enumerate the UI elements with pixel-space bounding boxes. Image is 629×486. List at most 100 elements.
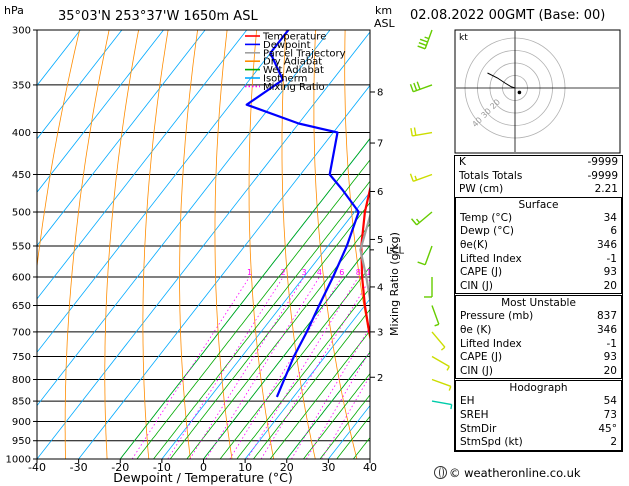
- temperature-tick-label: -30: [70, 461, 88, 474]
- temperature-tick-label: 30: [321, 461, 335, 474]
- temperature-tick-label: 0: [200, 461, 207, 474]
- mixing-ratio-label: 1: [247, 268, 252, 277]
- asl-label: ASL: [374, 17, 396, 30]
- wind-barb-flag: [413, 82, 418, 91]
- row-value: 20: [603, 364, 617, 377]
- wet-adiabat-line: [186, 223, 370, 459]
- hodograph-unit: kt: [459, 33, 468, 43]
- isotherm-line: [37, 30, 164, 193]
- row-label: StmDir: [460, 422, 497, 435]
- legend-label: Isotherm: [263, 74, 307, 85]
- pressure-tick-label: 700: [12, 327, 31, 338]
- wind-barb-flag: [419, 38, 428, 43]
- wind-barb-flag: [417, 45, 426, 50]
- wind-barb-staff: [424, 29, 433, 50]
- wet-adiabat-line: [203, 244, 370, 459]
- wet-adiabat-line: [169, 202, 370, 459]
- wet-adiabat-line: [119, 137, 370, 459]
- altitude-tick-label: 5: [377, 235, 383, 246]
- row-value: 54: [603, 395, 617, 408]
- row-value: 34: [603, 211, 617, 224]
- wind-barb-staff: [431, 400, 452, 406]
- wind-barb-flag: [416, 218, 420, 224]
- wind-barb-staff: [431, 378, 452, 387]
- row-value: 346: [596, 323, 617, 336]
- table-row: SREH 73: [456, 409, 621, 423]
- mixing-ratio-line: [131, 276, 250, 459]
- pressure-tick-label: 800: [12, 375, 31, 386]
- temperature-tick-label: -10: [153, 461, 171, 474]
- row-label: SREH: [460, 408, 489, 421]
- mixing-ratio-line: [246, 276, 359, 459]
- row-label: Dewp (°C): [460, 225, 514, 238]
- table-row: StmSpd (kt) 2: [456, 436, 621, 450]
- hodograph-frame: [454, 29, 621, 154]
- temperature-tick-label: 40: [363, 461, 377, 474]
- wet-adiabat-line: [303, 372, 370, 459]
- table-row: CIN (J) 20: [456, 280, 621, 294]
- x-axis-label: Dewpoint / Temperature (°C): [113, 470, 292, 485]
- table-row: CAPE (J) 93: [456, 266, 621, 280]
- wind-barb-staff: [431, 355, 450, 368]
- temperature-tick-label: -20: [111, 461, 129, 474]
- pressure-tick-label: 400: [12, 128, 31, 139]
- pressure-tick-label: 950: [12, 436, 31, 447]
- wind-barb-flag: [414, 175, 418, 181]
- wet-adiabat-line: [253, 308, 370, 459]
- wind-barb-flag: [409, 173, 414, 182]
- wet-adiabat-line: [286, 351, 370, 459]
- wind-barb: [431, 331, 446, 351]
- pressure-tick-label: 900: [12, 417, 31, 428]
- dry-adiabat-line: [64, 30, 110, 459]
- legend-label: Temperature: [262, 32, 326, 43]
- row-label: PW (cm): [459, 183, 504, 196]
- altitude-tick-label: 7: [377, 139, 383, 150]
- wind-barb-flag: [440, 346, 446, 351]
- isotherm-line: [37, 30, 248, 300]
- legend-label: Mixing Ratio: [263, 82, 325, 93]
- table-row: EH 54: [456, 395, 621, 409]
- mixing-ratio-line: [260, 278, 370, 459]
- altitude-tick-label: 6: [377, 187, 383, 198]
- dry-adiabat-line: [214, 30, 233, 459]
- indices-panel: K -9999 Totals Totals -9999 PW (cm) 2.21 Surf…: [454, 155, 623, 452]
- km-label: km: [375, 4, 392, 17]
- pressure-tick-label: 500: [12, 208, 31, 219]
- indices-table: K -9999 Totals Totals -9999 PW (cm) 2.21: [455, 156, 622, 197]
- isotherm-line: [37, 30, 206, 247]
- row-value: 93: [603, 351, 617, 364]
- legend-label: Dry Adiabat: [263, 57, 322, 68]
- row-label: Totals Totals: [459, 169, 523, 182]
- wind-barb-flag: [417, 261, 426, 266]
- row-label: θe(K): [460, 238, 488, 251]
- table-row: Temp (°C) 34: [456, 212, 621, 226]
- wind-barbs: [409, 29, 453, 410]
- row-label: StmSpd (kt): [460, 436, 523, 449]
- series-line-temperature: [360, 184, 370, 341]
- row-label: Temp (°C): [460, 211, 513, 224]
- row-value: 837: [596, 310, 617, 323]
- mixing-ratio-line: [291, 326, 370, 459]
- wind-barb: [417, 245, 433, 266]
- row-label: K: [459, 156, 466, 168]
- wind-barb-flag: [411, 218, 418, 226]
- wind-barb-staff: [412, 131, 433, 137]
- row-label: CAPE (J): [460, 266, 503, 279]
- hpa-label: hPa: [4, 4, 24, 17]
- isotherm-line: [244, 298, 370, 459]
- row-label: Lifted Index: [460, 252, 522, 265]
- row-value: 2.21: [594, 183, 618, 196]
- location-title: 35°03'N 253°37'W 1650m ASL: [58, 9, 258, 24]
- altitude-tick-label: 2: [377, 373, 383, 384]
- wind-barb-flag: [418, 42, 427, 47]
- wind-barb-flag: [446, 366, 450, 371]
- row-value: 346: [596, 238, 617, 251]
- wind-barb-flag: [450, 404, 453, 410]
- legend-label: Dewpoint: [263, 40, 311, 51]
- wind-barb: [424, 276, 433, 298]
- mixing-ratio-label: 20: [409, 268, 419, 277]
- table-row: Lifted Index -1: [456, 338, 621, 352]
- temperature-axis: -40 -30 -20 -10 0 10 20 30 40: [28, 459, 377, 474]
- dry-adiabat-line: [313, 30, 358, 459]
